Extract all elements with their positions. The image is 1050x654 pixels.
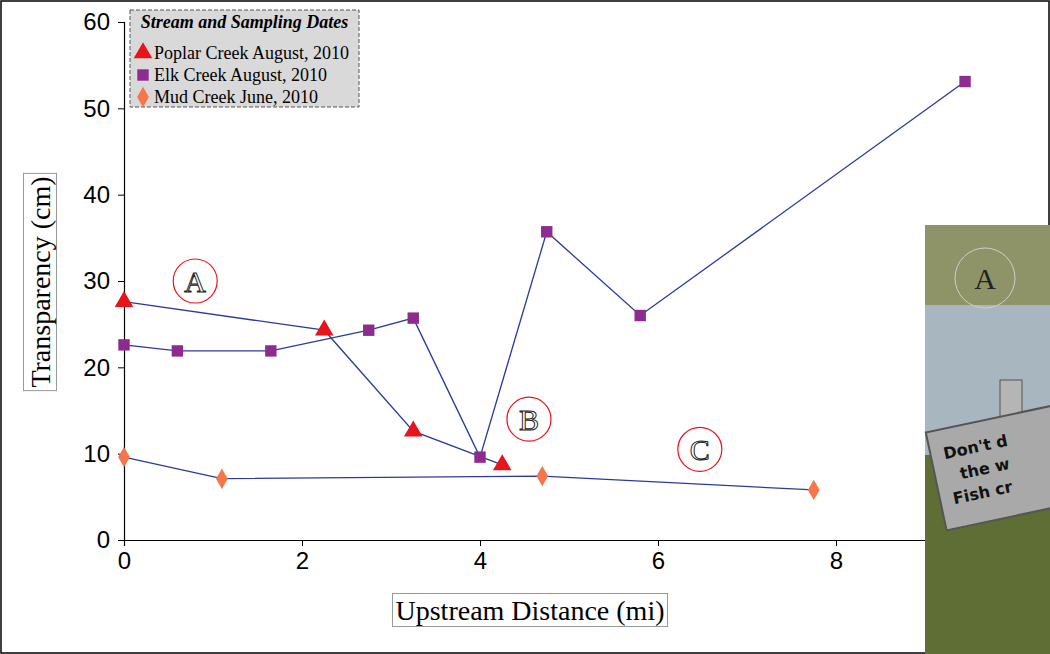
x-axis-title: Upstream Distance (mi) [392,594,667,627]
y-axis-tick: 50 [83,95,124,122]
photo-far-field [925,225,1050,305]
x-axis-tick-label: 0 [118,547,131,574]
x-axis-tick-label: 6 [652,547,665,574]
photo-label-circle [955,248,1015,308]
annotation-circle [507,397,551,441]
x-axis-tick: 6 [652,540,665,574]
series-marker [363,325,374,336]
series-marker [493,454,512,470]
x-axis-tick-label: 4 [474,547,487,574]
series-marker [634,310,645,321]
y-axis-tick-label: 0 [97,526,110,553]
x-axis-tick-mark [480,540,481,546]
x-axis-tick-mark [836,540,837,546]
y-axis-tick: 40 [83,181,124,208]
legend-marker [137,69,148,80]
x-axis-title-box [392,594,667,627]
y-axis-tick-label: 10 [83,440,110,467]
annotation-label: C [690,433,710,466]
series-line [124,457,814,490]
series-marker [265,345,276,356]
y-axis-tick-mark [118,22,124,23]
x-axis-tick-label: 8 [830,547,843,574]
y-axis-tick-label: 40 [83,181,110,208]
legend: Poplar Creek August, 2010Elk Creek Augus… [130,10,359,107]
y-axis-title-box [24,173,57,390]
legend-entry: Poplar Creek August, 2010 [154,43,349,63]
annotation-label: B [519,403,539,436]
picture-frame [1,1,1049,653]
annotations: A B C [173,259,722,471]
y-axis-tick-mark [118,540,124,541]
x-axis-tick-label: 2 [296,547,309,574]
y-axis-tick: 20 [83,354,124,381]
series-marker [118,339,129,350]
legend-title: Stream and Sampling Dates [141,12,349,32]
photo-sign: Don't dthe wFish cr [926,403,1050,530]
legend-entry: Mud Creek June, 2010 [154,87,318,107]
y-axis-tick-mark [118,195,124,196]
y-axis-tick: 30 [83,267,124,294]
legend-entry: Elk Creek August, 2010 [154,65,327,85]
x-axis-tick-mark [302,540,303,546]
x-axis-title-text: Upstream Distance (mi) [395,595,664,626]
y-axis-tick: 10 [83,440,124,467]
y-axis-tick-mark [118,281,124,282]
x-axis-tick: 2 [296,540,309,574]
y-axis-tick-mark [118,108,124,109]
series-marker [808,480,820,500]
photo-sign-board [926,403,1050,530]
y-axis-tick-label: 30 [83,267,110,294]
photo-label: A [974,262,996,295]
series-marker [536,466,548,486]
series-marker [172,345,183,356]
x-axis-tick: 8 [830,540,843,574]
x-axis-line [125,541,1015,547]
y-axis: 0 10 20 30 40 50 60 [83,8,124,553]
legend-marker [137,87,149,107]
y-axis-title-text: Transparency (cm) [25,176,56,387]
x-axis-tick: 4 [474,540,487,574]
legend-box [130,10,359,107]
series-marker [474,451,485,462]
series-line [124,82,965,458]
annotation-circle [678,427,722,471]
photo-inset: Don't dthe wFish cr A [925,225,1050,654]
chart-svg: 0 2 4 6 8 0 10 20 30 40 50 60 Upstream Distance (mi)… [0,0,1050,654]
series-marker [541,226,552,237]
series-line [124,302,502,465]
x-axis-tick-mark [658,540,659,546]
series-marker [216,469,228,489]
series-marker [315,319,334,335]
y-axis-tick: 0 [97,526,124,553]
series-marker [115,291,133,307]
series-marker [959,76,970,87]
annotation-label: A [184,265,206,298]
x-axis-tick: 0 [118,540,131,574]
annotation-circle [173,259,217,303]
photo-sign-text: Fish cr [951,477,1014,508]
y-axis-tick-label: 60 [83,8,110,35]
plot-area [115,76,971,500]
y-axis-tick-label: 50 [83,95,110,122]
y-axis-tick-mark [118,367,124,368]
series-marker [404,420,423,436]
y-axis-tick-label: 20 [83,354,110,381]
series-marker [118,447,130,467]
legend-marker [134,42,153,58]
y-axis-tick: 60 [83,8,124,35]
x-axis: 0 2 4 6 8 [118,540,1015,574]
y-axis-title: Transparency (cm) [24,173,57,390]
series-marker [408,312,419,323]
